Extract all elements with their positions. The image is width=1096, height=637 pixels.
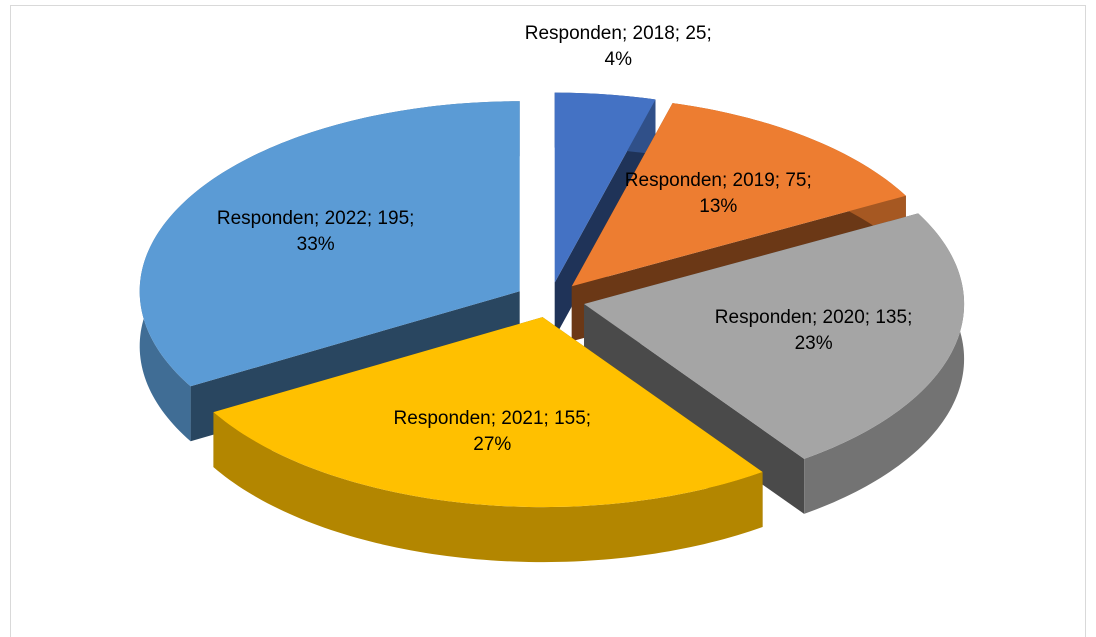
data-label: Responden; 2018; 25; 4% — [524, 23, 712, 71]
slice — [213, 317, 763, 563]
data-label: Responden; 2021; 155; 27% — [393, 408, 592, 456]
chart-border — [10, 5, 1086, 637]
slice-side — [584, 303, 805, 514]
data-label: Responden; 2019; 75; 13% — [624, 170, 812, 218]
data-label: Responden; 2022; 195; 33% — [216, 208, 415, 256]
slice-top — [584, 213, 965, 459]
data-label: Responden; 2020; 135; 23% — [714, 306, 913, 354]
slice-top — [139, 101, 520, 387]
slice-wall — [213, 412, 763, 563]
slice — [584, 213, 965, 514]
slice-top — [554, 92, 656, 283]
slice-top — [213, 317, 763, 508]
slice-wall — [804, 213, 965, 514]
slice-top — [571, 103, 906, 287]
